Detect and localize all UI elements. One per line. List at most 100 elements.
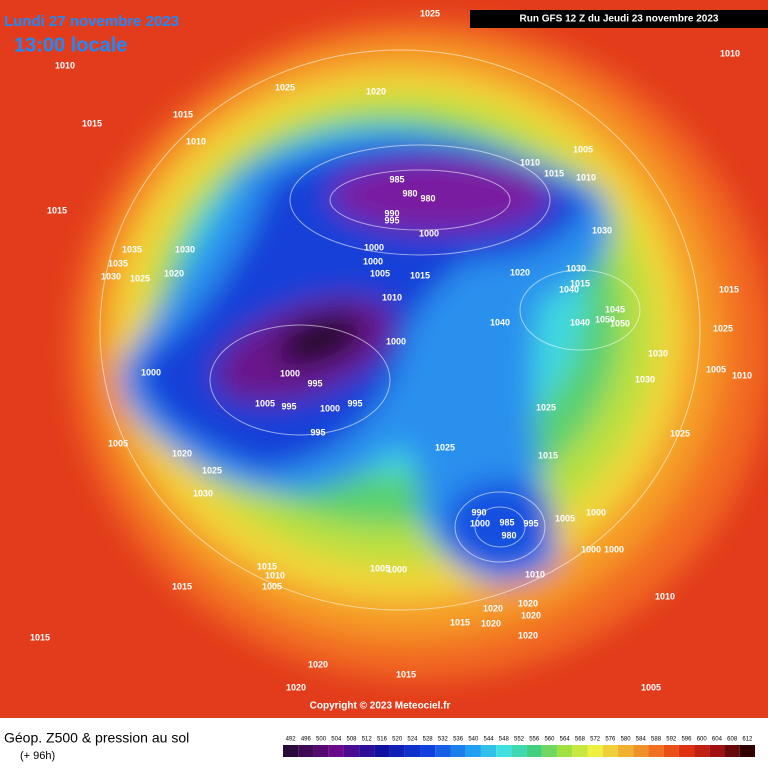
isobar-label: 1015 (30, 632, 50, 642)
colorbar-cell (602, 745, 618, 757)
colorbar-label: 600 (697, 737, 708, 743)
height-field (70, 20, 768, 680)
isobar-label: 1005 (706, 364, 726, 374)
isobar-label: 1020 (521, 610, 541, 620)
colorbar-cell (663, 745, 679, 757)
isobar-label: 1040 (570, 317, 590, 327)
isobar-label: 1000 (386, 336, 406, 346)
colorbar-label: 500 (316, 737, 327, 743)
isobar-label: 1020 (510, 267, 530, 277)
isobar-label: 1025 (536, 402, 556, 412)
isobar-label: 1010 (655, 591, 675, 601)
isobar-label: 1050 (610, 318, 630, 328)
isobar-label: 1005 (108, 438, 128, 448)
isobar-label: 1000 (387, 564, 407, 574)
colorbar-cell (450, 745, 466, 757)
colorbar-label: 532 (438, 737, 449, 743)
isobar-label: 1015 (450, 617, 470, 627)
colorbar-label: 520 (392, 737, 403, 743)
colorbar-label: 568 (575, 737, 586, 743)
isobar-label: 980 (501, 530, 516, 540)
isobar-label: 1005 (555, 513, 575, 523)
isobar-label: 1000 (141, 367, 161, 377)
colorbar-label: 528 (423, 737, 434, 743)
isobar-label: 985 (389, 174, 404, 184)
colorbar-cell (511, 745, 527, 757)
isobar-label: 1035 (108, 258, 128, 268)
isobar-label: 995 (307, 378, 322, 388)
isobar-label: 1000 (280, 368, 300, 378)
isobar-label: 1030 (101, 271, 121, 281)
colorbar-label: 608 (727, 737, 738, 743)
colorbar-cell (633, 745, 649, 757)
isobar-label: 1025 (202, 465, 222, 475)
colorbar-label: 560 (544, 737, 555, 743)
isobar-label: 1005 (370, 563, 390, 573)
isobar-label: 1015 (257, 561, 277, 571)
isobar-label: 1025 (713, 323, 733, 333)
isobar-label: 1025 (670, 428, 690, 438)
isobar-label: 1000 (363, 256, 383, 266)
isobar-label: 1010 (520, 157, 540, 167)
colorbar-cell (298, 745, 314, 757)
isobar-label: 1040 (490, 317, 510, 327)
isobar-label: 1040 (559, 284, 579, 294)
colorbar-cell (724, 745, 740, 757)
colorbar-label: 508 (347, 737, 358, 743)
colorbar-cell (480, 745, 497, 757)
isobar-label: 1015 (172, 581, 192, 591)
isobar-label: 995 (347, 398, 362, 408)
isobar-label: 1010 (720, 48, 740, 58)
isobar-label: 1015 (47, 205, 67, 215)
colorbar-cell (404, 745, 421, 757)
isobar-label: 1010 (576, 172, 596, 182)
isobar-label: 985 (499, 517, 514, 527)
isobar-label: 995 (281, 401, 296, 411)
isobar-label: 995 (384, 215, 399, 225)
isobar-label: 1005 (641, 682, 661, 692)
colorbar-cell (343, 745, 360, 757)
isobar-label: 1010 (265, 570, 285, 580)
isobar-label: 1010 (732, 370, 752, 380)
isobar-label: 1030 (635, 374, 655, 384)
isobar-label: 1030 (566, 263, 586, 273)
run-box (470, 10, 768, 28)
isobar-label: 1015 (410, 270, 430, 280)
isobar-label: 1000 (604, 544, 624, 554)
colorbar-cell (435, 745, 451, 757)
isobar-label: 1015 (538, 450, 558, 460)
colorbar-label: 548 (499, 737, 510, 743)
colorbar-label: 564 (560, 737, 571, 743)
isobar-label: 1005 (370, 268, 390, 278)
colorbar-cell (617, 745, 634, 757)
isobar-label: 1010 (55, 60, 75, 70)
isobar-label: 1005 (262, 581, 282, 591)
local-time: 13:00 locale (14, 34, 127, 56)
isobar-label: 1015 (82, 118, 102, 128)
isobar-label: 1020 (483, 603, 503, 613)
isobar-label: 990 (471, 507, 486, 517)
colorbar-label: 580 (621, 737, 632, 743)
isobar-label: 1005 (255, 398, 275, 408)
date: Lundi 27 novembre 2023 (4, 13, 179, 30)
isobar-label: 1020 (286, 682, 306, 692)
colorbar-label: 552 (514, 737, 525, 743)
colorbar-cell (678, 745, 695, 757)
colorbar-label: 536 (453, 737, 464, 743)
colorbar-cell (374, 745, 390, 757)
colorbar-cell (526, 745, 542, 757)
isobar-label: 1010 (186, 136, 206, 146)
colorbar-label: 596 (681, 737, 692, 743)
colorbar-label: 612 (742, 737, 753, 743)
colorbar-cell (709, 745, 725, 757)
isobar-label: 1020 (518, 630, 538, 640)
isobar-label: 1030 (175, 244, 195, 254)
isobar-label: 1000 (364, 242, 384, 252)
colorbar-cell (496, 745, 512, 757)
isobar-label: 1015 (570, 278, 590, 288)
footer-title: Géop. Z500 & pression au sol (4, 730, 189, 746)
isobar-label: 1030 (193, 488, 213, 498)
isobar-label: 1015 (719, 284, 739, 294)
